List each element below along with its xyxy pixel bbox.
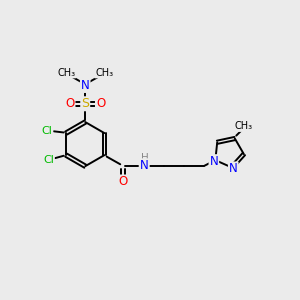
Text: N: N: [229, 163, 238, 176]
Text: S: S: [81, 97, 89, 110]
Text: O: O: [118, 176, 127, 188]
Text: N: N: [140, 159, 149, 172]
Text: O: O: [65, 97, 74, 110]
Text: O: O: [96, 97, 105, 110]
Text: Cl: Cl: [43, 154, 54, 165]
Text: H: H: [140, 153, 148, 164]
Text: N: N: [81, 79, 90, 92]
Text: N: N: [209, 155, 218, 168]
Text: CH₃: CH₃: [57, 68, 75, 78]
Text: Cl: Cl: [41, 126, 52, 136]
Text: CH₃: CH₃: [235, 121, 253, 131]
Text: CH₃: CH₃: [95, 68, 113, 78]
